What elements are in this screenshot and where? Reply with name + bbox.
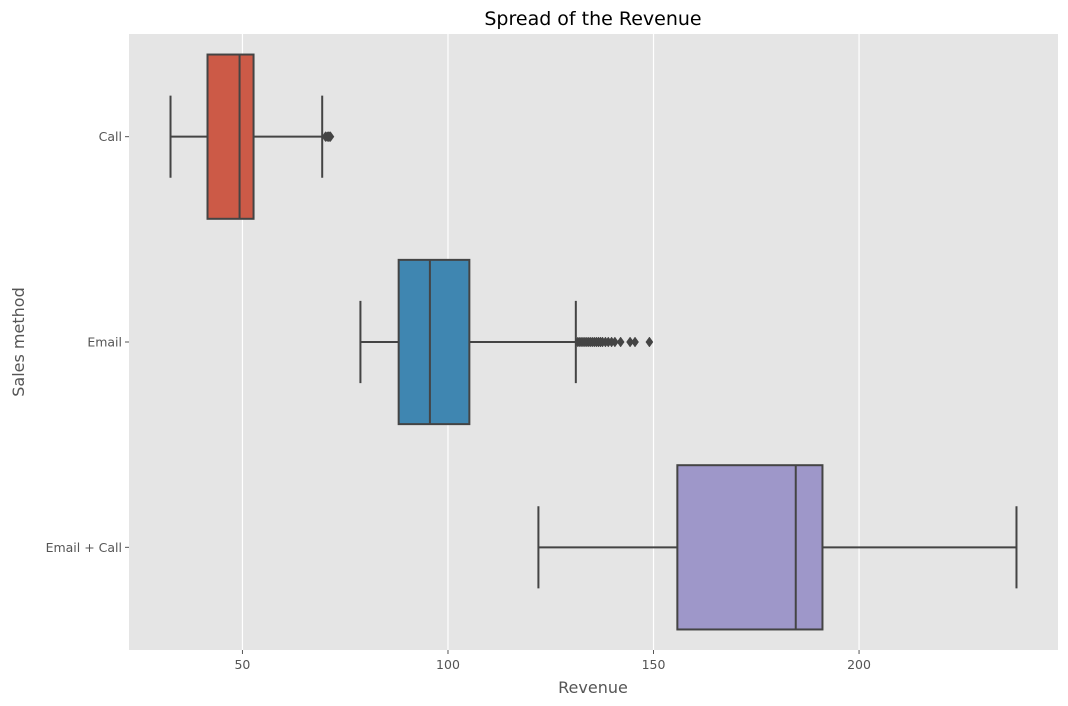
chart-title: Spread of the Revenue bbox=[484, 8, 701, 30]
y-tick-label: Email + Call bbox=[46, 540, 122, 555]
y-axis-label: Sales method bbox=[9, 287, 28, 396]
y-tick-label: Email bbox=[87, 335, 122, 350]
x-tick-label: 100 bbox=[436, 657, 460, 672]
box-email bbox=[359, 258, 654, 426]
outlier-point bbox=[645, 336, 654, 348]
outlier-point bbox=[631, 336, 639, 348]
box-iqr bbox=[397, 258, 471, 426]
x-tick-label: 200 bbox=[847, 657, 871, 672]
box-iqr bbox=[676, 464, 824, 631]
boxes bbox=[169, 53, 1018, 631]
outlier-point bbox=[616, 336, 625, 348]
y-tick-label: Call bbox=[99, 129, 122, 144]
x-tick-label: 50 bbox=[234, 657, 250, 672]
ticks: 50 100 150 200 Call Email Email + Call bbox=[46, 129, 871, 672]
box-iqr bbox=[206, 53, 255, 220]
outlier-point bbox=[326, 131, 335, 143]
box-call bbox=[169, 53, 335, 220]
x-tick-label: 150 bbox=[642, 657, 666, 672]
box-email-call bbox=[537, 464, 1018, 631]
outlier-point bbox=[610, 336, 619, 348]
x-axis-label: Revenue bbox=[558, 678, 628, 697]
